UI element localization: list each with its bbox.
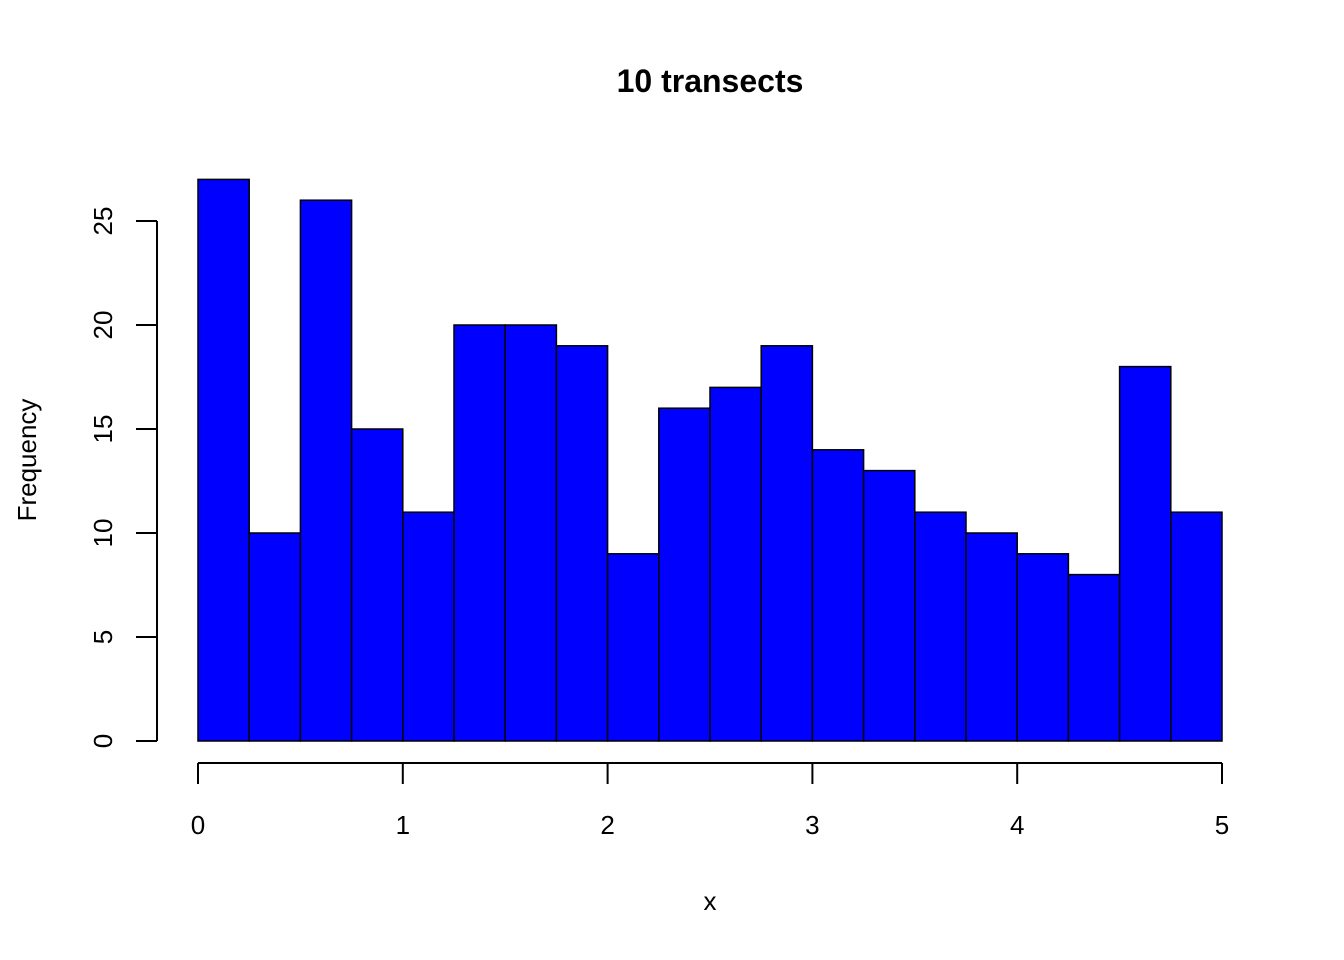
- histogram-bar: [555, 345, 609, 742]
- histogram-bar: [453, 324, 506, 742]
- x-tick-label: 4: [1010, 810, 1024, 840]
- bars-group: [197, 178, 1223, 742]
- x-tick-label: 2: [600, 810, 614, 840]
- y-tick-label: 25: [88, 207, 118, 236]
- y-tick-label: 5: [88, 630, 118, 644]
- histogram-bar: [1067, 573, 1121, 742]
- histogram-bar: [658, 407, 711, 742]
- histogram-bar: [1118, 365, 1172, 742]
- histogram-bar: [709, 386, 762, 742]
- x-tick-label: 3: [805, 810, 819, 840]
- x-tick-label: 0: [191, 810, 205, 840]
- y-tick-label: 10: [88, 519, 118, 548]
- histogram-bar: [862, 469, 916, 742]
- histogram-bar: [811, 449, 865, 742]
- y-axis: 0 5 10 15 20 25: [88, 207, 158, 748]
- histogram-bar: [504, 324, 558, 742]
- histogram-bar: [760, 345, 814, 742]
- histogram-bar: [606, 553, 660, 742]
- histogram-bar: [965, 532, 1018, 742]
- histogram-bar: [299, 199, 353, 742]
- histogram-bar: [914, 511, 967, 742]
- x-axis: 0 1 2 3 4 5: [191, 762, 1229, 840]
- histogram-bar: [1016, 553, 1070, 742]
- histogram-bar: [402, 511, 455, 742]
- chart-title: 10 transects: [617, 63, 804, 99]
- x-axis-label: x: [704, 886, 717, 916]
- histogram-bar: [350, 428, 404, 742]
- y-tick-label: 15: [88, 415, 118, 444]
- x-tick-label: 1: [396, 810, 410, 840]
- y-tick-label: 20: [88, 311, 118, 340]
- y-axis-label: Frequency: [12, 399, 42, 522]
- histogram-bar: [248, 532, 302, 742]
- y-tick-label: 0: [88, 734, 118, 748]
- histogram-bar: [197, 178, 250, 742]
- histogram-bar: [1170, 511, 1223, 742]
- x-tick-label: 5: [1215, 810, 1229, 840]
